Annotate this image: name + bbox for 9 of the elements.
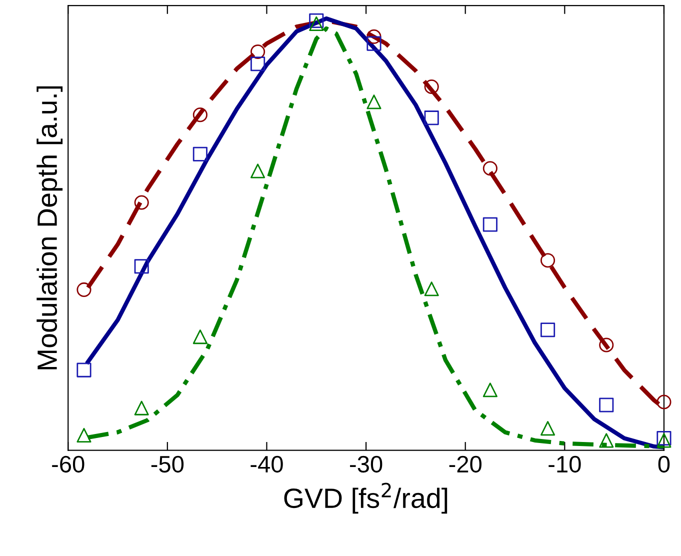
x-tick-label: -20 (449, 456, 482, 473)
x-tick-label: -40 (250, 456, 283, 473)
x-tick-label: -60 (52, 456, 84, 473)
x-axis-title: GVD [fs$^{2}$/rad] (284, 482, 448, 514)
x-tick-label: -10 (548, 456, 581, 473)
y-axis-title: Modulation Depth [a.u.] (36, 86, 63, 370)
x-tick-label: 0 (658, 456, 670, 473)
x-tick-label: -30 (350, 456, 382, 473)
x-tick-label: -50 (151, 456, 184, 473)
